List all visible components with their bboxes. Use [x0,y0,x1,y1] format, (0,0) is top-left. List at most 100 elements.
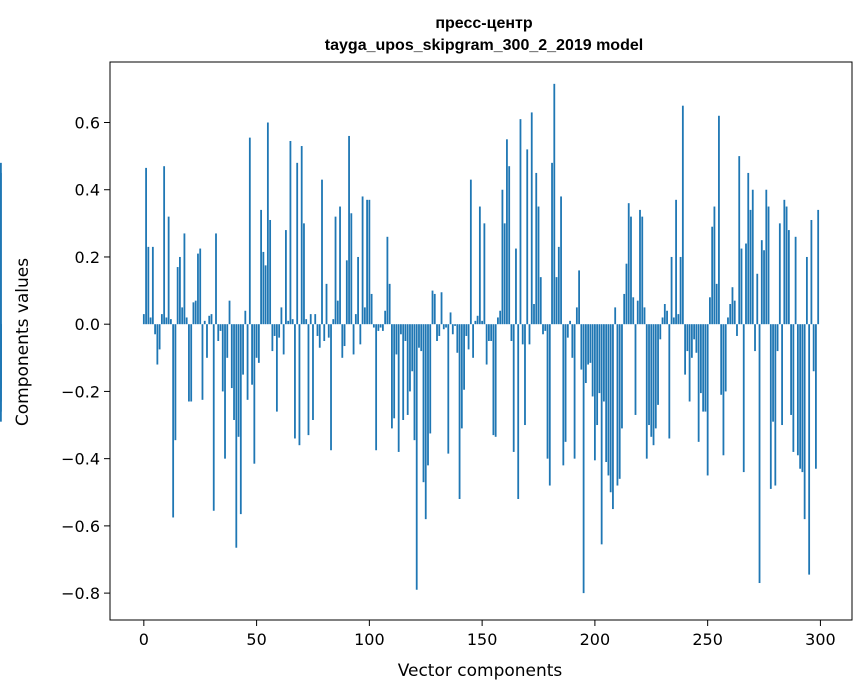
bar [575,307,578,325]
bar [271,324,274,352]
y-tick-label: 0.2 [75,248,100,267]
bar [621,324,623,429]
bar [754,324,756,352]
bar [593,324,596,461]
bar [467,324,470,350]
x-tick-label: 150 [467,630,498,649]
bar [239,324,242,515]
bar [406,324,409,415]
bar [303,223,305,325]
bar [359,324,362,345]
bar [681,105,684,325]
bar [316,324,319,336]
bar [614,307,617,325]
bar [377,324,380,331]
bar [571,324,574,358]
bar [627,203,630,325]
bar [695,324,698,353]
bar [422,324,425,483]
x-axis-label: Vector components [398,661,563,681]
bar [154,324,156,335]
bar [228,300,231,325]
bar [794,236,797,325]
bar [729,304,732,325]
bar [442,324,445,330]
bar [149,317,152,325]
bar [363,307,366,325]
bar [463,324,465,390]
bar [763,250,765,325]
y-tick-label: 0.0 [75,315,100,334]
bar [551,162,553,325]
bar [501,189,504,325]
bar [510,324,513,341]
bar [244,310,247,325]
bar [287,320,290,325]
bar [515,248,517,325]
bar [704,324,707,412]
bar [641,216,644,325]
bar [801,324,804,473]
bar [580,324,583,370]
bar [151,246,154,325]
bar [713,206,716,325]
bar [803,324,806,520]
bar [160,314,163,325]
bar [767,206,770,325]
bar [397,324,400,452]
bar [607,324,610,476]
y-axis: −0.8 −0.6 −0.4 −0.2 0.0 0.2 0.4 0.6 [61,114,110,603]
bar [334,216,337,325]
bar [483,223,486,325]
bar [790,324,792,415]
bar [661,317,664,325]
bar [781,324,783,426]
bar [379,324,382,328]
bar [282,324,285,355]
bar [427,324,429,466]
bar [625,263,628,325]
bar [553,83,556,325]
bar [697,324,700,442]
x-tick-label: 0 [139,630,149,649]
bar [720,324,723,395]
bar [666,310,668,325]
bar [609,324,612,493]
bar [321,179,323,325]
bar [343,324,346,347]
bar [142,314,145,325]
bar [289,140,292,325]
bar [309,314,312,325]
bar [348,135,350,325]
bar [291,319,294,325]
bar [616,324,619,486]
bar [648,324,650,426]
bar [350,213,353,325]
bar [411,324,414,372]
bar [336,300,339,325]
bar [354,314,357,325]
bar [654,324,657,429]
bar [548,324,551,486]
bar [537,206,540,325]
bar [555,277,558,325]
x-tick-label: 50 [246,630,266,649]
y-tick-label: −0.2 [61,382,100,401]
plot-frame [109,61,853,621]
bar [409,324,411,392]
bar [400,324,402,335]
bar [517,324,520,499]
bar [451,324,454,335]
bar [478,206,481,325]
bar [172,324,175,518]
bar [206,324,208,358]
bar [603,324,605,402]
bar [668,324,671,439]
bar [634,324,637,415]
bar [774,324,777,486]
bar [368,199,371,325]
bar [438,324,441,336]
bar [672,317,675,325]
bar [699,324,702,394]
bar [796,324,799,456]
